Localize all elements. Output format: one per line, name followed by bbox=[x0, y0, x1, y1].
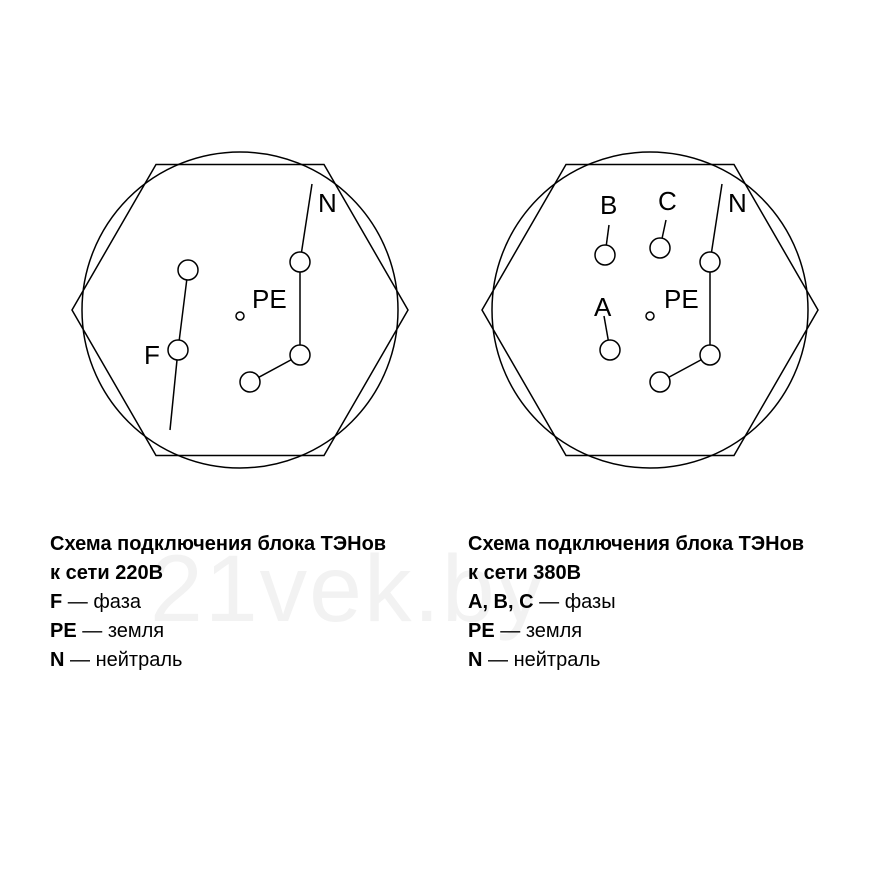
legend-val: нейтраль bbox=[514, 649, 601, 671]
legend-row: PE — земля bbox=[468, 617, 804, 646]
legend-key: F bbox=[50, 591, 62, 613]
caption-title-2: к сети 220В bbox=[50, 559, 386, 588]
diagram-380v: B C N PE A bbox=[470, 130, 830, 495]
legend-sep: — bbox=[495, 620, 526, 642]
legend-row: N — нейтраль bbox=[468, 646, 804, 675]
legend-row: PE — земля bbox=[50, 617, 386, 646]
legend-row: F — фаза bbox=[50, 588, 386, 617]
hex-frame bbox=[72, 165, 408, 456]
caption-title-2: к сети 380В bbox=[468, 559, 804, 588]
label-b: B bbox=[600, 190, 617, 220]
label-pe: PE bbox=[664, 284, 699, 314]
page-root: 21vek.by N bbox=[0, 0, 880, 880]
legend-key: N bbox=[468, 649, 482, 671]
lead-n bbox=[300, 184, 312, 262]
terminal-b bbox=[240, 372, 260, 392]
caption-title-1: Схема подключения блока ТЭНов bbox=[468, 530, 804, 559]
terminal-n bbox=[700, 252, 720, 272]
terminal-br bbox=[700, 345, 720, 365]
caption-220v: Схема подключения блока ТЭНов к сети 220… bbox=[50, 530, 386, 675]
body-circle bbox=[492, 152, 808, 468]
legend-val: земля bbox=[526, 620, 582, 642]
legend-key: A, B, C bbox=[468, 591, 534, 613]
content-layer: N PE F bbox=[0, 0, 880, 880]
legend-sep: — bbox=[62, 591, 93, 613]
caption-380v: Схема подключения блока ТЭНов к сети 380… bbox=[468, 530, 804, 675]
legend-val: фаза bbox=[93, 591, 141, 613]
edge-f-tl bbox=[178, 270, 188, 350]
diagram-380v-svg: B C N PE A bbox=[470, 130, 830, 490]
label-n: N bbox=[318, 188, 337, 218]
label-f: F bbox=[144, 340, 160, 370]
legend-sep: — bbox=[534, 591, 565, 613]
legend-key: N bbox=[50, 649, 64, 671]
lead-f bbox=[170, 350, 178, 430]
terminal-a bbox=[600, 340, 620, 360]
terminal-br bbox=[290, 345, 310, 365]
terminal-tl bbox=[178, 260, 198, 280]
legend-sep: — bbox=[64, 649, 95, 671]
label-n: N bbox=[728, 188, 747, 218]
terminal-c bbox=[650, 238, 670, 258]
label-c: C bbox=[658, 186, 677, 216]
label-pe: PE bbox=[252, 284, 287, 314]
terminal-pe bbox=[236, 312, 244, 320]
caption-title-1: Схема подключения блока ТЭНов bbox=[50, 530, 386, 559]
diagram-220v: N PE F bbox=[60, 130, 420, 495]
legend-val: нейтраль bbox=[96, 649, 183, 671]
hex-frame bbox=[482, 165, 818, 456]
legend-key: PE bbox=[50, 620, 77, 642]
legend-key: PE bbox=[468, 620, 495, 642]
legend-sep: — bbox=[482, 649, 513, 671]
lead-n bbox=[710, 184, 722, 262]
diagram-220v-svg: N PE F bbox=[60, 130, 420, 490]
terminal-f bbox=[168, 340, 188, 360]
terminal-bb bbox=[650, 372, 670, 392]
legend-sep: — bbox=[77, 620, 108, 642]
legend-val: фазы bbox=[565, 591, 616, 613]
legend-row: A, B, C — фазы bbox=[468, 588, 804, 617]
terminal-pe bbox=[646, 312, 654, 320]
legend-val: земля bbox=[108, 620, 164, 642]
label-a: A bbox=[594, 292, 612, 322]
terminal-n bbox=[290, 252, 310, 272]
terminal-b bbox=[595, 245, 615, 265]
legend-row: N — нейтраль bbox=[50, 646, 386, 675]
body-circle bbox=[82, 152, 398, 468]
